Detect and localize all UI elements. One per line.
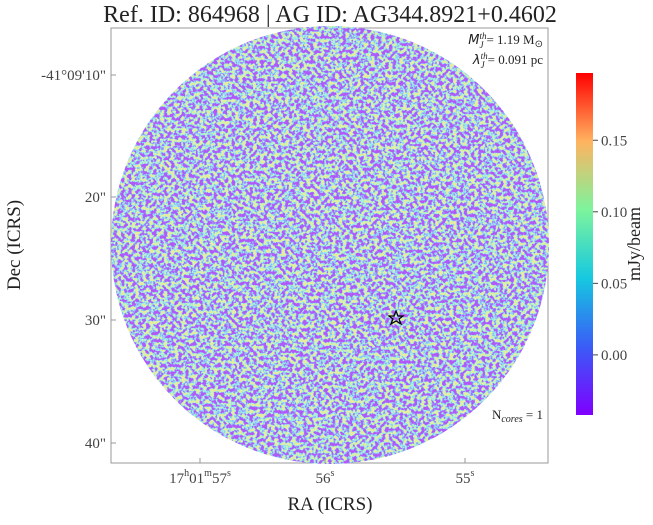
number: 17 <box>169 471 185 487</box>
unit: h <box>184 468 189 479</box>
number: 55 <box>456 471 471 487</box>
x-tick-label: 56s <box>316 468 335 487</box>
subscript: J <box>481 60 486 70</box>
number: 57 <box>212 471 228 487</box>
y-tick-label: 30" <box>85 313 106 329</box>
colorbar-tick-label: 0.15 <box>601 133 627 149</box>
number: 56 <box>316 471 332 487</box>
number: 01 <box>189 471 204 487</box>
colorbar-tick-label: 0.05 <box>601 276 627 292</box>
x-tick-label: 55s <box>456 468 475 487</box>
emission-map <box>111 26 549 464</box>
unit: s <box>331 468 335 479</box>
unit: s <box>471 468 475 479</box>
symbol: λ <box>472 53 481 68</box>
mass-annotation: MJth= 1.19 M⊙ <box>468 31 543 50</box>
unit: m <box>204 468 212 479</box>
colorbar-label: mJy/beam <box>624 207 644 281</box>
core-marker <box>387 309 405 326</box>
y-axis-title: Dec (ICRS) <box>4 200 25 290</box>
text: N <box>492 407 502 422</box>
title: Ref. ID: 864968 | AG ID: AG344.8921+0.46… <box>103 2 557 28</box>
unit: s <box>227 468 231 479</box>
cores-annotation: Ncores = 1 <box>492 407 543 425</box>
text: = 0.091 pc <box>488 52 544 67</box>
colorbar-tick-label: 0.00 <box>601 348 627 364</box>
x-axis-title: RA (ICRS) <box>288 494 373 515</box>
unit: ⊙ <box>535 39 543 50</box>
superscript: th <box>481 51 489 61</box>
superscript: th <box>479 31 487 41</box>
x-tick-label: 17h01m57s <box>169 468 231 487</box>
text: = 1.19 M <box>486 32 535 47</box>
colorbar-tick-label: 0.10 <box>601 205 627 221</box>
subscript: J <box>479 40 484 50</box>
value: = 1 <box>523 407 543 422</box>
length-annotation: λJth= 0.091 pc <box>472 51 543 70</box>
y-tick-label: -41°09'10" <box>41 68 106 84</box>
y-tick-label: 20" <box>85 190 106 206</box>
symbol: M <box>468 33 479 48</box>
y-tick-label: 40" <box>85 436 106 452</box>
colorbar <box>576 73 593 415</box>
subscript: cores <box>501 414 522 425</box>
